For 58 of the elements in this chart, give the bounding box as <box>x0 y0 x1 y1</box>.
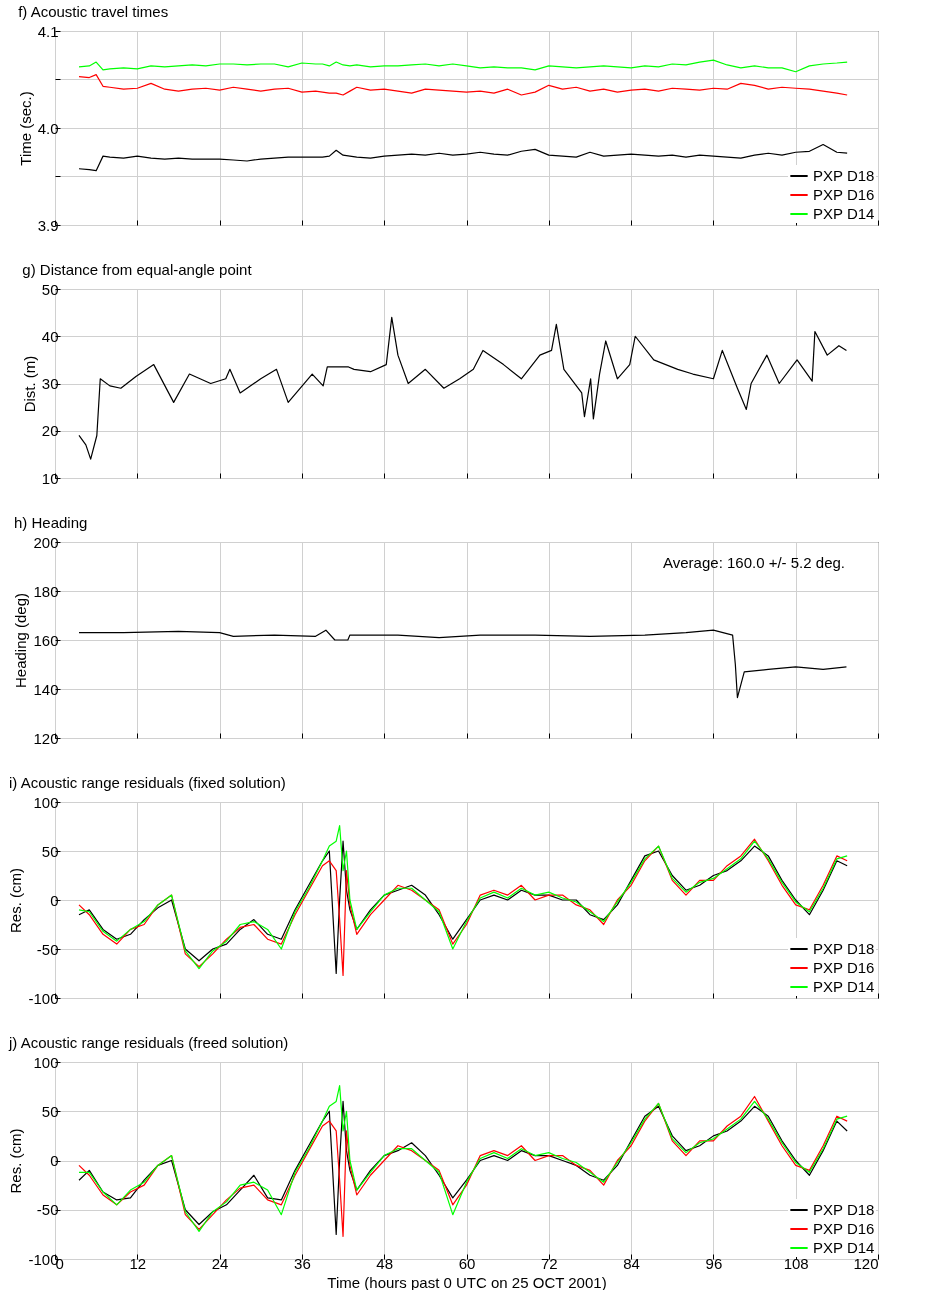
y-tick-label: 50 <box>41 842 59 860</box>
legend-label: PXP D18 <box>813 940 875 957</box>
y-tick-label: 4.1 <box>37 22 59 40</box>
chart-title: j) Acoustic range residuals (freed solution) <box>7 1034 289 1051</box>
y-axis-title: Dist. (m) <box>20 355 38 413</box>
x-tick-label: 96 <box>705 1254 723 1272</box>
y-tick-label: 0 <box>50 1152 59 1169</box>
y-tick-label: 120 <box>33 729 59 747</box>
y-tick-label: 20 <box>41 422 59 440</box>
x-tick-label: 120 <box>853 1254 879 1272</box>
y-axis-title: Time (sec.) <box>16 91 34 166</box>
x-tick-label: 60 <box>458 1254 476 1272</box>
y-tick-label: 160 <box>33 631 59 649</box>
y-tick-label: 30 <box>41 375 59 392</box>
legend-label: PXP D18 <box>813 1201 875 1218</box>
x-tick-label: 36 <box>294 1254 311 1272</box>
annotation: Average: 160.0 +/- 5.2 deg. <box>663 554 845 571</box>
line-series <box>78 74 848 96</box>
y-tick-label: 180 <box>33 582 59 600</box>
y-tick-label: 50 <box>41 280 59 298</box>
legend-label: PXP D16 <box>813 1220 875 1237</box>
line-series <box>78 629 848 699</box>
legend-label: PXP D14 <box>813 978 875 995</box>
y-tick-label: 3.9 <box>37 216 59 234</box>
y-tick-label: 0 <box>50 891 59 909</box>
y-tick-label: 10 <box>41 469 59 487</box>
y-tick-label: 40 <box>41 327 59 345</box>
chart-title: h) Heading <box>13 514 88 531</box>
chart-title: i) Acoustic range residuals (fixed solution) <box>8 774 286 791</box>
legend-label: PXP D16 <box>813 186 875 203</box>
y-tick-label: 140 <box>33 680 59 698</box>
y-tick-label: 50 <box>41 1102 59 1120</box>
y-tick-label: -100 <box>28 989 59 1007</box>
line-series <box>78 59 848 73</box>
x-tick-label: 24 <box>211 1254 229 1272</box>
y-tick-label: 4.0 <box>37 119 59 137</box>
line-series <box>78 316 848 460</box>
x-tick-label: 48 <box>376 1254 394 1272</box>
x-tick-label: 84 <box>623 1254 640 1272</box>
x-tick-label: 72 <box>540 1254 558 1272</box>
chart-title: f) Acoustic travel times <box>18 3 169 20</box>
y-tick-label: 100 <box>33 793 59 811</box>
legend-label: PXP D14 <box>813 1239 875 1256</box>
legend-label: PXP D16 <box>813 959 875 976</box>
legend-label: PXP D18 <box>813 167 875 184</box>
x-tick-label: 12 <box>129 1254 147 1272</box>
y-axis-title: Heading (deg) <box>12 592 30 689</box>
legend-label: PXP D14 <box>813 205 875 222</box>
line-series <box>78 143 848 172</box>
x-axis-title: Time (hours past 0 UTC on 25 OCT 2001) <box>327 1273 607 1290</box>
y-tick-label: 100 <box>33 1053 59 1071</box>
y-tick-label: -50 <box>36 940 59 958</box>
x-tick-label: 108 <box>783 1254 809 1272</box>
y-tick-label: 200 <box>33 533 59 551</box>
y-axis-title: Res. (cm) <box>7 1128 25 1194</box>
y-tick-label: -50 <box>36 1201 59 1219</box>
chart-title: g) Distance from equal-angle point <box>22 261 253 278</box>
y-axis-title: Res. (cm) <box>7 868 25 933</box>
